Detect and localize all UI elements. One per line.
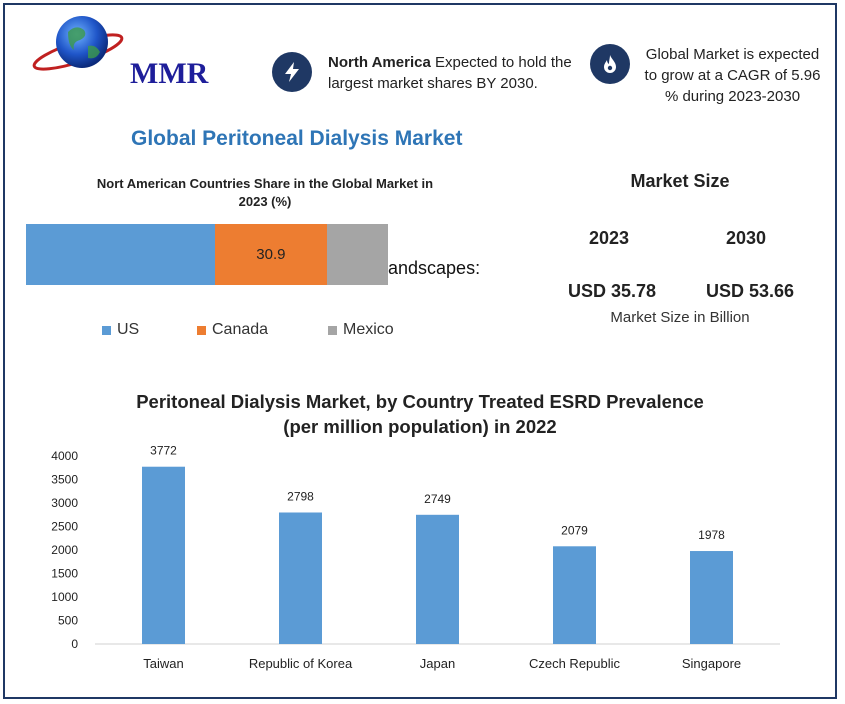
globe-icon xyxy=(32,16,124,71)
info-cagr-text: Global Market is expected to grow at a C… xyxy=(644,46,821,105)
bar-singapore xyxy=(690,551,733,644)
y-tick-label: 500 xyxy=(58,614,78,628)
info-cagr: Global Market is expected to grow at a C… xyxy=(590,44,825,107)
x-tick-label: Japan xyxy=(420,656,455,671)
bar-segment-us xyxy=(26,224,215,285)
market-size-title: Market Size xyxy=(630,171,730,191)
y-tick-label: 2500 xyxy=(51,520,78,534)
data-label: 2798 xyxy=(287,489,314,503)
value-2030: USD 53.66 xyxy=(706,281,795,301)
bar-segment-canada: 30.9 xyxy=(214,224,327,285)
legend-swatch-us xyxy=(102,325,111,335)
year-2023: 2023 xyxy=(589,228,630,248)
market-size-note: Market Size in Billion xyxy=(610,309,750,326)
share-stacked-bar: 30.9 xyxy=(26,224,388,285)
bar-chart: 0 500 1000 1500 2000 2500 3000 3500 4000 3772 Taiw… xyxy=(51,444,780,671)
data-label: 2079 xyxy=(561,523,588,537)
x-tick-label: Republic of Korea xyxy=(249,656,353,671)
data-label-canada: 30.9 xyxy=(256,246,286,263)
y-tick-label: 0 xyxy=(71,637,78,651)
x-tick-label: Czech Republic xyxy=(529,656,621,671)
info-north-america-text: North America Expected to hold the large… xyxy=(328,54,572,92)
bar-taiwan xyxy=(142,466,185,644)
x-tick-label: Singapore xyxy=(682,656,741,671)
y-tick-label: 1500 xyxy=(51,567,78,581)
y-tick-label: 3500 xyxy=(51,473,78,487)
legend-swatch-mexico xyxy=(328,325,337,335)
outer-frame xyxy=(3,3,837,699)
share-chart-title: Nort American Countries Share in the Glo… xyxy=(96,176,434,209)
legend-item-mexico: Mexico xyxy=(328,321,394,339)
bar-chart-title: Peritoneal Dialysis Market, by Country T… xyxy=(136,391,704,437)
y-tick-label: 2000 xyxy=(51,543,78,557)
flame-icon xyxy=(590,44,630,84)
y-tick-label: 3000 xyxy=(51,496,78,510)
lightning-icon xyxy=(272,52,312,92)
mmr-logo: MMR xyxy=(30,12,208,90)
bar-republic-of-korea xyxy=(279,512,322,644)
info-north-america: North America Expected to hold the large… xyxy=(272,52,588,94)
y-tick-label: 1000 xyxy=(51,590,78,604)
year-2030: 2030 xyxy=(726,228,767,248)
page-title: Global Peritoneal Dialysis Market xyxy=(131,127,463,150)
y-tick-label: 4000 xyxy=(51,449,78,463)
logo-text: MMR xyxy=(130,57,209,90)
x-tick-label: Taiwan xyxy=(143,656,183,671)
stray-text: andscapes: xyxy=(388,258,481,278)
data-label: 3772 xyxy=(150,444,177,458)
value-2023: USD 35.78 xyxy=(568,281,657,301)
legend-item-canada: Canada xyxy=(197,321,268,339)
legend-item-us: US xyxy=(102,321,139,339)
bar-japan xyxy=(416,514,459,644)
bar-czech-republic xyxy=(553,546,596,644)
bar-segment-mexico xyxy=(326,224,388,285)
legend-swatch-canada xyxy=(197,325,206,335)
data-label: 2749 xyxy=(424,492,451,506)
data-label: 1978 xyxy=(698,528,725,542)
